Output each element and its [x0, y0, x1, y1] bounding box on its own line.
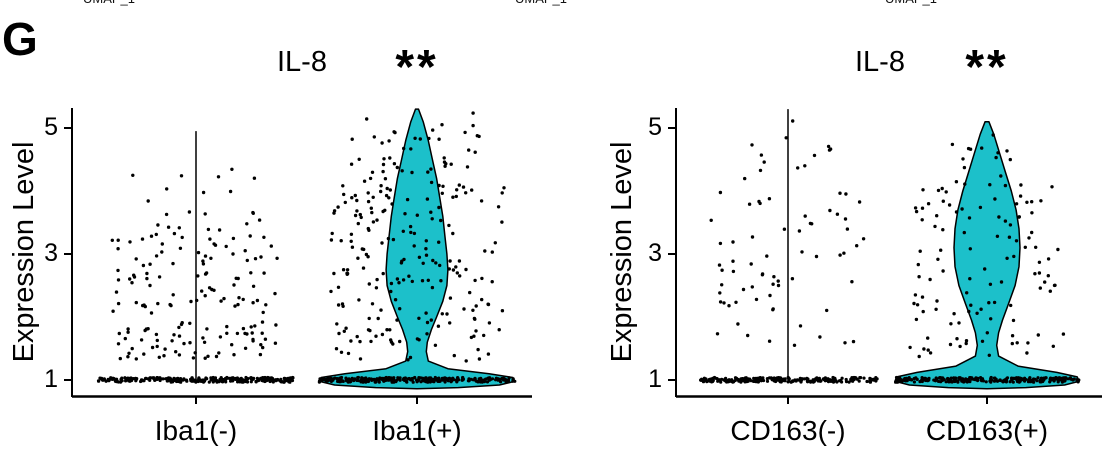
left-chart-ytick-5: 5	[44, 113, 58, 141]
violin-shape	[318, 108, 516, 390]
cropped-umap-label-3: UMAP_1	[885, 0, 965, 6]
left-chart-ytick-3: 3	[44, 239, 58, 267]
scatter-points	[96, 167, 295, 384]
right-chart-significance: **	[965, 41, 1009, 94]
right-chart-category-cd163-positive: CD163(+)	[925, 415, 1049, 446]
right-chart-title: IL-8	[855, 46, 905, 78]
left-chart-significance: **	[395, 41, 439, 94]
right-chart-ytick-1: 1	[648, 365, 662, 393]
cropped-umap-label-2: UMAP_1	[515, 0, 595, 6]
left-chart-ytick-1: 1	[44, 365, 58, 393]
violin-shape	[894, 120, 1080, 390]
cropped-umap-label-2-text: UMAP_1	[515, 0, 595, 6]
left-chart-category-iba1-positive: Iba1(+)	[372, 415, 462, 446]
cropped-umap-label-1: UMAP_1	[83, 0, 163, 6]
scatter-points	[699, 119, 879, 384]
right-chart-category-cd163-negative: CD163(-)	[730, 415, 846, 446]
violin-chart-0	[64, 108, 532, 404]
left-chart-title: IL-8	[277, 46, 327, 78]
scatter-points	[894, 133, 1081, 384]
panel-letter: G	[2, 13, 38, 65]
left-chart-category-iba1-negative: Iba1(-)	[154, 415, 238, 446]
scatter-points	[317, 111, 517, 384]
right-chart-ytick-3: 3	[648, 239, 662, 267]
cropped-umap-label-3-text: UMAP_1	[885, 0, 965, 6]
right-chart-ytick-5: 5	[648, 113, 662, 141]
cropped-umap-label-1-text: UMAP_1	[83, 0, 163, 6]
violin-chart-1	[668, 108, 1102, 404]
